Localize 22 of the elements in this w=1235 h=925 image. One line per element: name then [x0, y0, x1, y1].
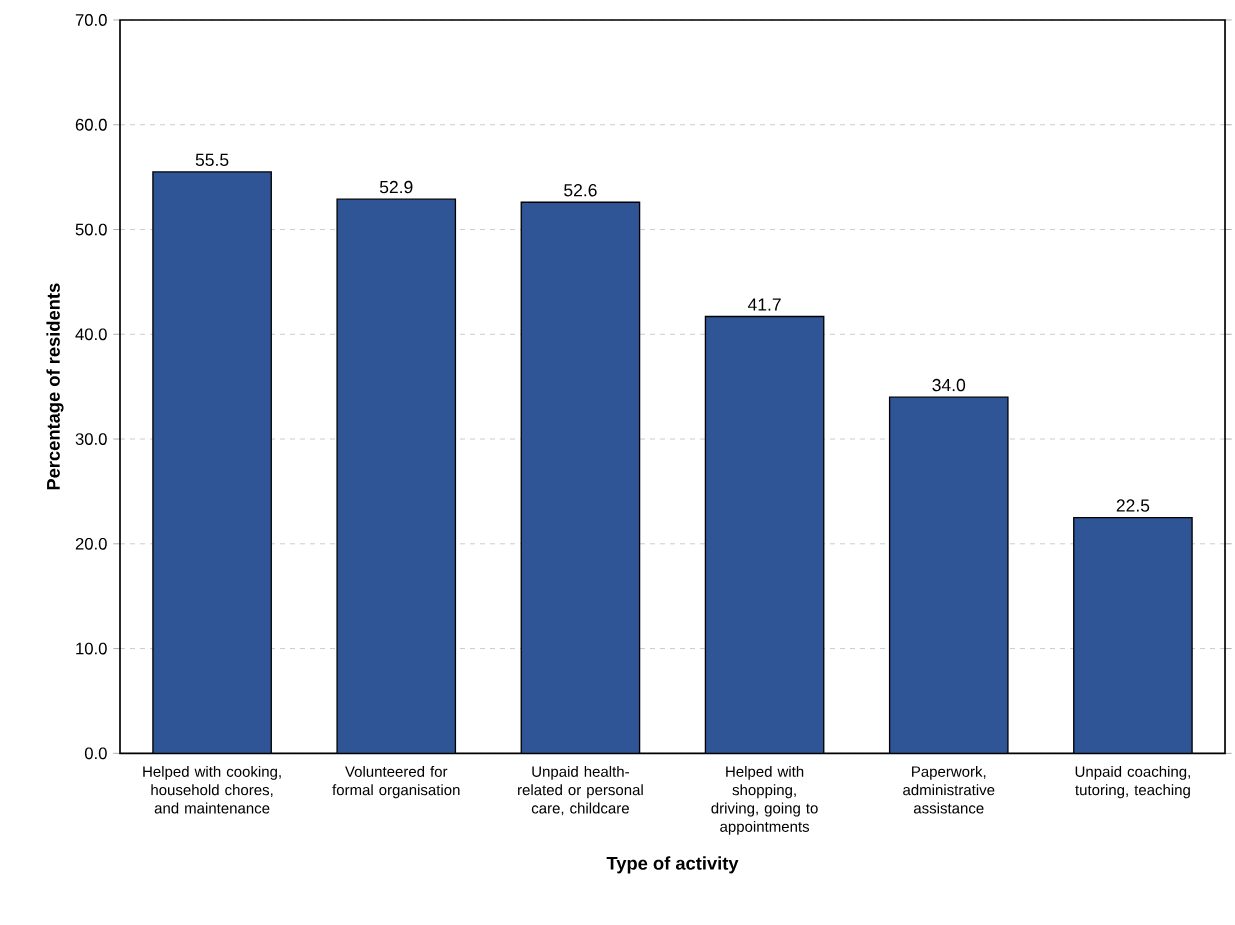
- y-tick-label: 30.0: [75, 433, 107, 445]
- data-label: 41.7: [747, 298, 781, 311]
- x-tick-label: Unpaid coaching, tutoring, teaching: [1075, 765, 1190, 799]
- data-label: 52.9: [379, 180, 413, 194]
- y-tick-label: 0.0: [84, 747, 107, 760]
- x-tick-label: Helped with shopping, driving, going to appointments: [711, 765, 818, 835]
- x-tick-label: Paperwork, administrative assistance: [903, 765, 995, 814]
- y-tick-label: 70.0: [75, 14, 107, 26]
- y-tick-label: 20.0: [75, 537, 107, 550]
- y-axis-title: Percentage of residents: [46, 283, 64, 490]
- x-axis-title: Type of activity: [606, 856, 739, 874]
- data-label: 55.5: [195, 153, 229, 167]
- data-label: 34.0: [932, 378, 966, 392]
- y-tick-label: 10.0: [76, 642, 107, 655]
- data-label: 22.5: [1116, 499, 1150, 512]
- x-tick-label: Volunteered for formal organisation: [332, 765, 460, 799]
- x-tick-label: Unpaid health-related or personal care, childcare: [518, 765, 643, 816]
- y-tick-label: 40.0: [75, 328, 107, 341]
- y-tick-label: 50.0: [75, 223, 107, 236]
- y-tick-label: 60.0: [75, 118, 107, 131]
- data-label: 52.6: [564, 184, 597, 197]
- x-tick-label: Helped with cooking, household chores, and maintenance: [143, 765, 281, 814]
